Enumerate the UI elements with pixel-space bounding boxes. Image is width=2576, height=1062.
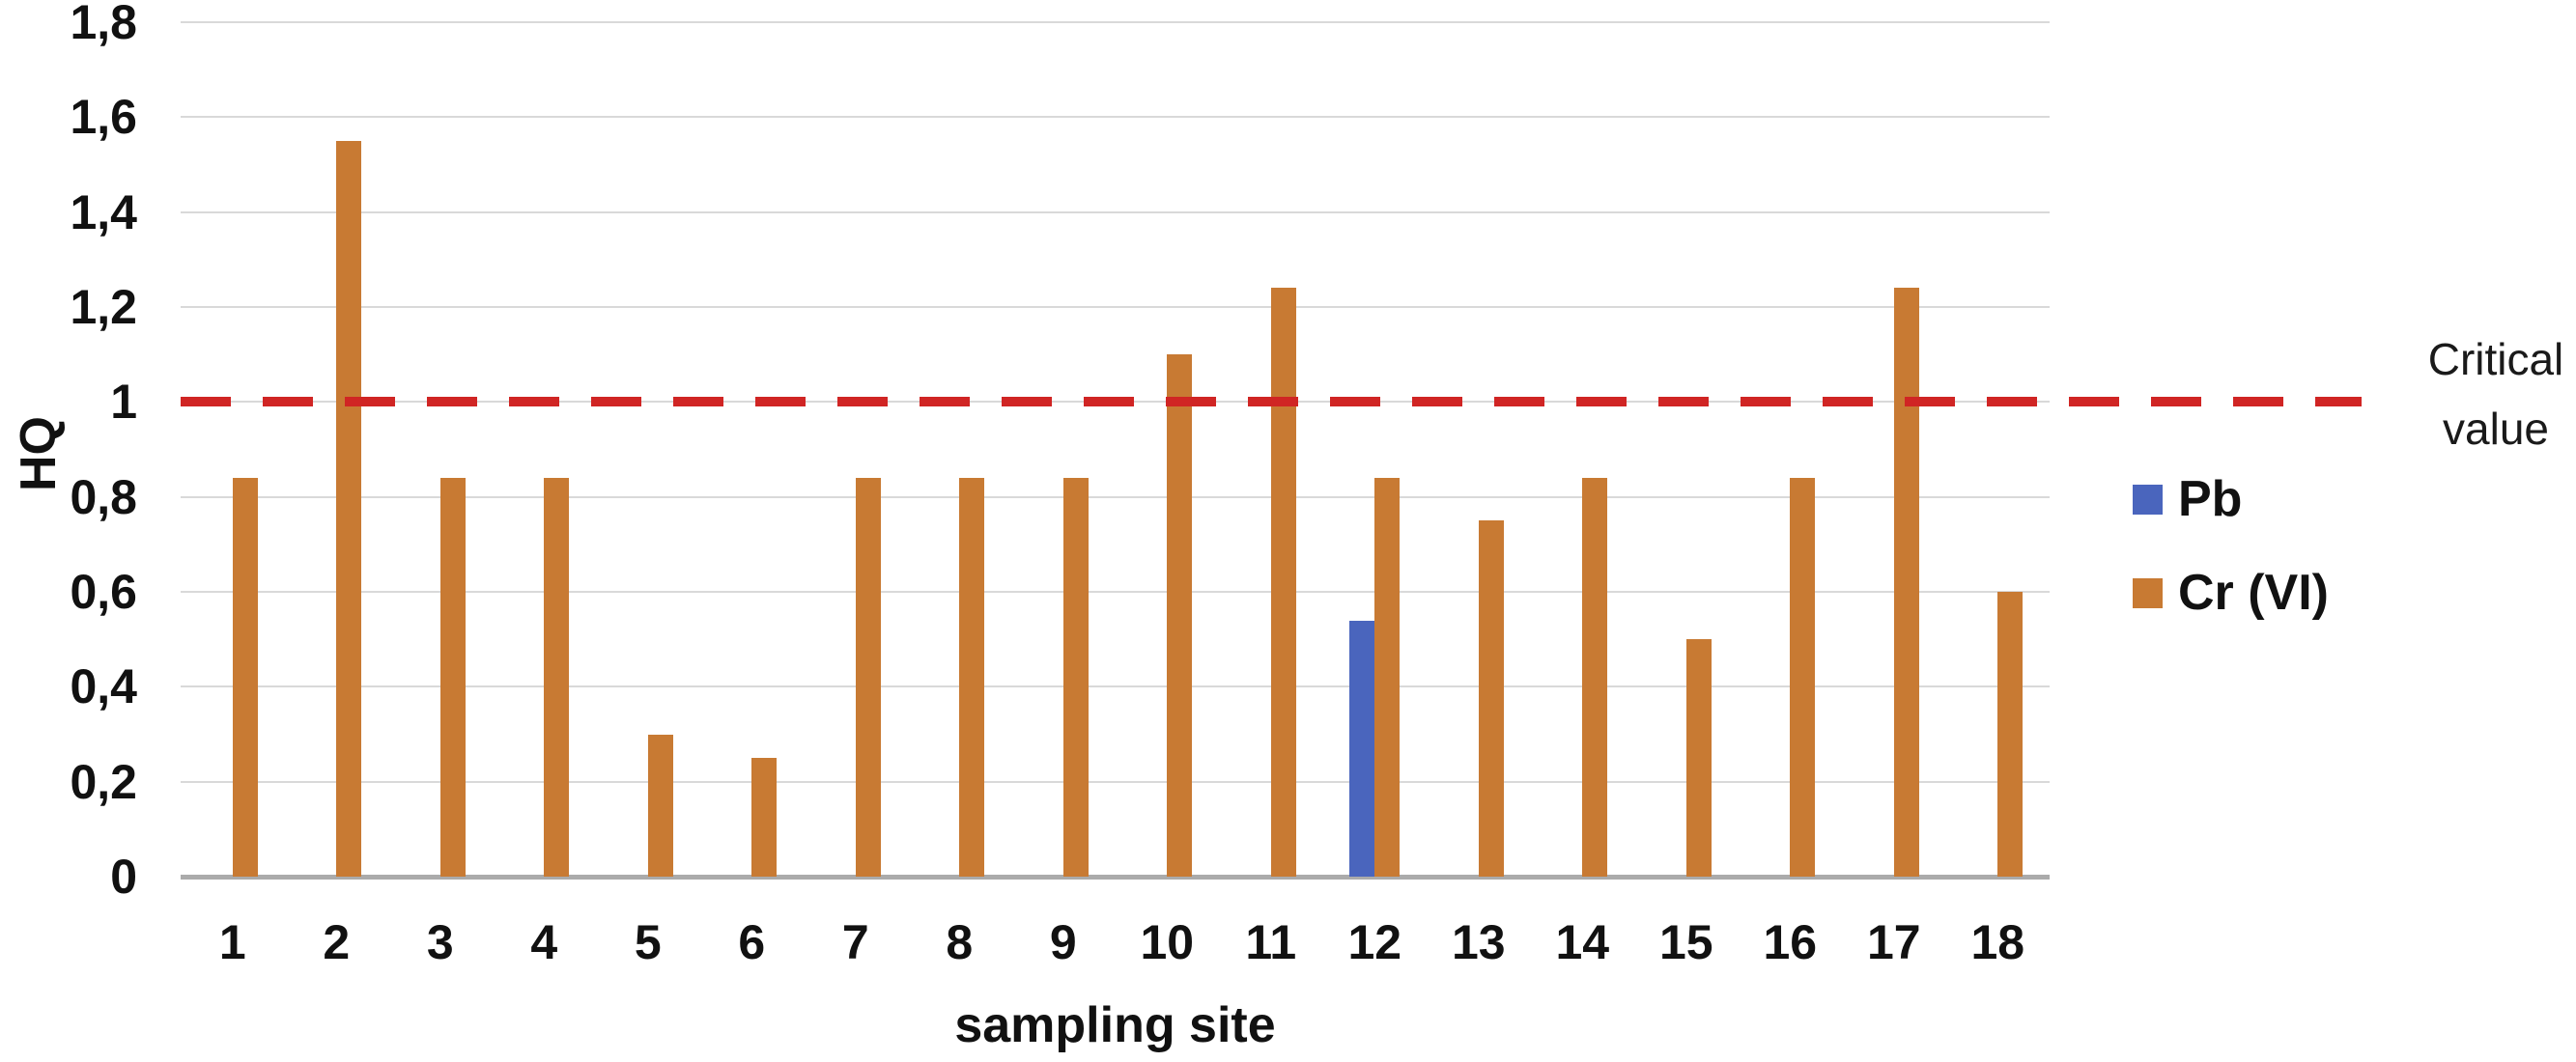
x-tick-label: 5: [634, 915, 662, 969]
legend-item-cr: Cr (VI): [2133, 568, 2329, 618]
y-tick-label: 0,2: [70, 754, 137, 809]
gridline: [181, 780, 2050, 783]
bar-cr-site-4: [544, 478, 570, 877]
x-axis-line: [181, 875, 2050, 880]
x-tick-label: 10: [1140, 915, 1195, 969]
y-tick-label: 1,2: [70, 280, 137, 334]
bar-cr-site-8: [959, 478, 985, 877]
x-axis-title: sampling site: [954, 997, 1276, 1053]
gridline: [181, 306, 2050, 308]
bar-cr-site-18: [1997, 592, 2024, 877]
x-tick-label: 18: [1970, 915, 2025, 969]
bar-pb-site-12: [1349, 620, 1375, 877]
y-tick-label: 0,4: [70, 659, 137, 714]
bar-cr-site-11: [1270, 288, 1296, 877]
x-tick-label: 17: [1866, 915, 1921, 969]
gridline: [181, 495, 2050, 498]
gridline: [181, 591, 2050, 593]
bar-cr-site-17: [1893, 288, 1919, 877]
x-tick-label: 7: [841, 915, 869, 969]
bar-cr-site-10: [1167, 354, 1193, 877]
y-tick-label: 1: [110, 375, 137, 430]
cr-legend-label: Cr (VI): [2178, 565, 2329, 621]
y-tick-label: 1,6: [70, 90, 137, 145]
x-tick-label: 4: [530, 915, 558, 969]
pb-legend-label: Pb: [2178, 471, 2243, 527]
gridline: [181, 210, 2050, 213]
x-tick-label: 12: [1347, 915, 1402, 969]
y-tick-label: 0,6: [70, 565, 137, 619]
y-tick-label: 1,8: [70, 0, 137, 49]
bar-cr-site-12: [1374, 478, 1401, 877]
bar-cr-site-6: [751, 758, 778, 877]
cr-legend-swatch: [2133, 577, 2163, 608]
critical-value-annotation: Critical value: [2427, 334, 2564, 454]
x-tick-label: 15: [1658, 915, 1713, 969]
y-tick-label: 0,8: [70, 469, 137, 524]
bar-cr-site-16: [1790, 478, 1816, 877]
legend-item-pb: Pb: [2133, 474, 2242, 524]
x-tick-label: 6: [738, 915, 766, 969]
bar-cr-site-7: [855, 478, 881, 877]
bar-cr-site-13: [1478, 520, 1504, 877]
x-tick-label: 8: [946, 915, 974, 969]
x-tick-label: 11: [1245, 915, 1297, 969]
y-tick-label: 1,4: [70, 184, 137, 239]
critical-value-line: [181, 397, 2362, 407]
gridline: [181, 21, 2050, 23]
bar-cr-site-9: [1062, 478, 1089, 877]
bar-cr-site-1: [232, 478, 258, 877]
x-tick-label: 9: [1049, 915, 1077, 969]
x-tick-label: 3: [426, 915, 454, 969]
gridline: [181, 116, 2050, 119]
bar-cr-site-2: [336, 140, 362, 877]
x-tick-label: 1: [218, 915, 246, 969]
bar-cr-site-5: [647, 734, 673, 877]
bar-cr-site-14: [1582, 478, 1608, 877]
gridline: [181, 685, 2050, 688]
bar-cr-site-15: [1685, 639, 1712, 877]
x-tick-label: 14: [1555, 915, 1610, 969]
pb-legend-swatch: [2133, 484, 2163, 515]
y-tick-label: 0: [110, 850, 137, 904]
y-axis-tick-labels: 0 0,2 0,4 0,6 0,8 1 1,2 1,4 1,6 1,8: [0, 0, 137, 1062]
x-tick-label: 16: [1763, 915, 1818, 969]
x-tick-label: 13: [1451, 915, 1506, 969]
bar-cr-site-3: [439, 478, 466, 877]
x-tick-label: 2: [323, 915, 351, 969]
